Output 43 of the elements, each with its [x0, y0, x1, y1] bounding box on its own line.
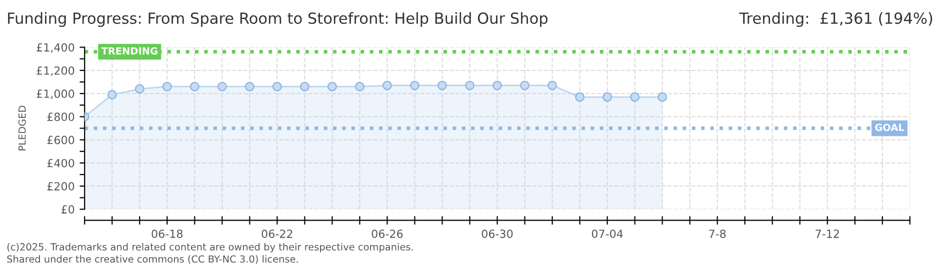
point — [217, 82, 227, 92]
point — [438, 80, 447, 90]
point — [272, 82, 282, 92]
ref-line-label: GOAL — [875, 124, 904, 132]
point — [492, 80, 502, 90]
y-tick-label: £200 — [47, 182, 74, 190]
point — [107, 90, 117, 100]
x-tick-label: 06-30 — [482, 230, 513, 238]
chart-subtitle: Trending: £1,361 (194%) — [739, 12, 932, 27]
y-tick-label: £800 — [47, 112, 74, 122]
point — [327, 82, 337, 92]
x-tick-label: 07-04 — [592, 230, 623, 238]
point — [410, 80, 420, 90]
point — [658, 92, 668, 102]
x-tick-label: 06-26 — [372, 230, 403, 238]
point — [162, 82, 172, 92]
x-tick-label: 7-12 — [816, 230, 839, 238]
text: Shared under the creative commons (CC BY-NC 3.0) license. — [7, 255, 298, 264]
point — [382, 80, 392, 90]
x-tick-label: 06-18 — [152, 230, 183, 238]
point — [630, 92, 640, 102]
y-tick-label: £600 — [47, 136, 74, 144]
point — [134, 84, 144, 94]
x-tick-label: 7-8 — [709, 230, 726, 238]
text: (c)2025. Trademarks and related content are owned by their respective companies. — [7, 243, 413, 252]
chart-title: Funding Progress: From Spare Room to Storefront: Help Build Our Shop — [8, 12, 548, 27]
point — [465, 80, 474, 90]
point — [575, 92, 585, 102]
point — [354, 82, 364, 92]
y-tick-label: £1,200 — [36, 66, 74, 76]
point — [244, 82, 254, 92]
y-tick-label: £400 — [47, 158, 74, 168]
y-tick-label: £1,000 — [36, 90, 74, 100]
y-axis-title: PLEDGED — [18, 106, 26, 150]
point — [300, 82, 310, 92]
point — [190, 82, 200, 92]
point — [602, 92, 612, 102]
point — [520, 80, 530, 90]
ref-line-label: TRENDING — [101, 47, 158, 55]
x-tick-label: 06-22 — [262, 230, 292, 238]
y-tick-label: £1,400 — [36, 43, 74, 53]
y-tick-label: £0 — [61, 205, 74, 214]
point — [548, 80, 558, 90]
